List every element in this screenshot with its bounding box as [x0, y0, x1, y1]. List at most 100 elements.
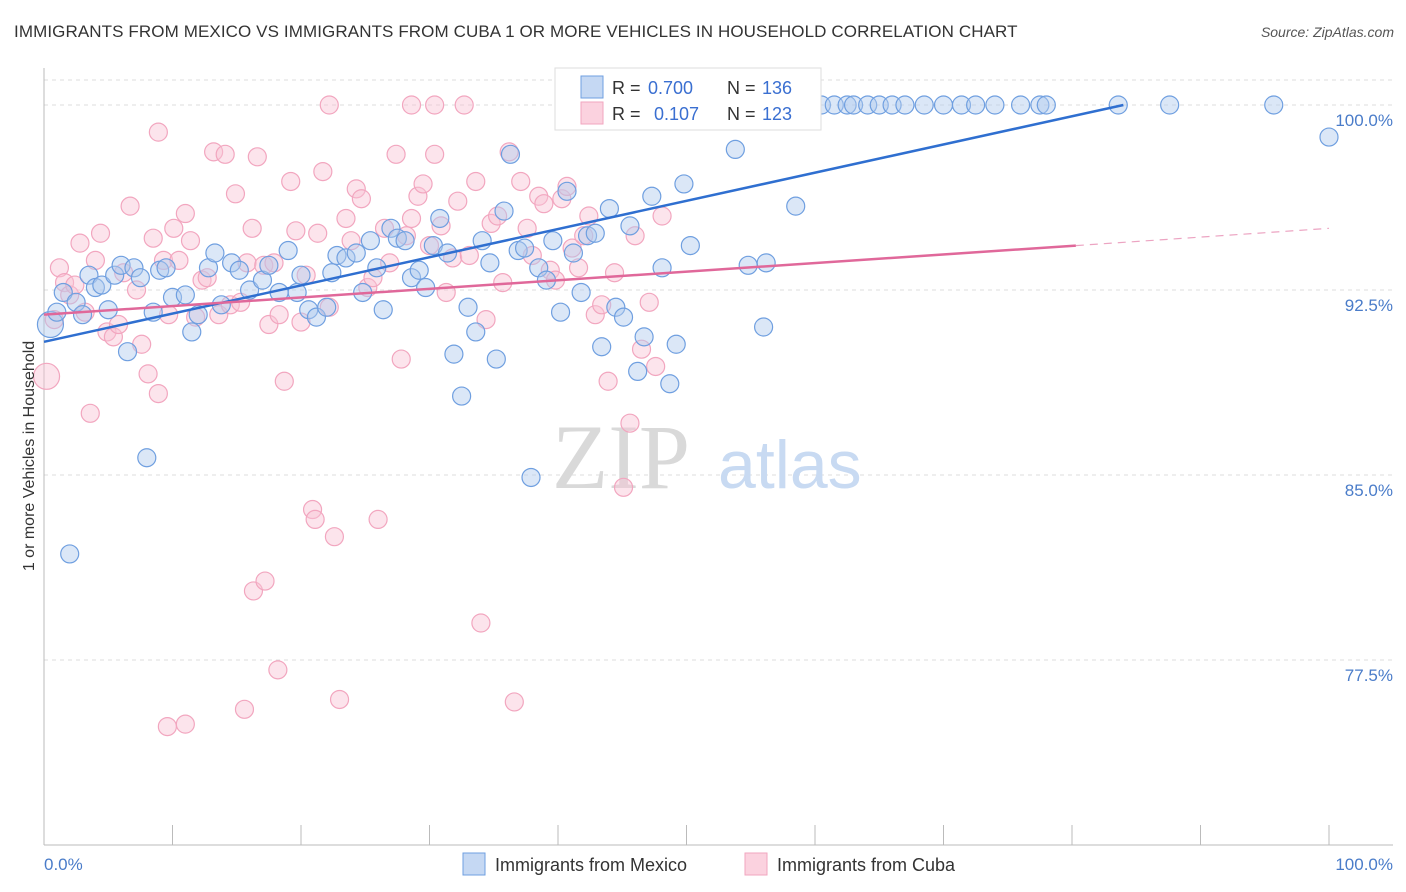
cuba-point: [255, 571, 275, 591]
mexico-point: [494, 201, 514, 221]
mexico-point: [1264, 95, 1284, 115]
cuba-point: [305, 509, 325, 530]
cuba-point: [336, 208, 356, 229]
mexico-point: [606, 297, 626, 317]
mexico-point: [1036, 95, 1056, 115]
mexico-point: [620, 216, 640, 236]
cuba-point: [153, 250, 174, 270]
mexico-point: [1030, 95, 1050, 115]
mexico-point: [738, 255, 758, 275]
cuba-point: [534, 194, 554, 214]
mexico-point: [634, 327, 654, 347]
mexico-point: [381, 218, 401, 238]
legend-mexico-r-label: R =: [612, 78, 641, 98]
mexico-point: [563, 243, 584, 263]
cuba-point: [613, 477, 634, 497]
mexico-point: [452, 386, 472, 406]
cuba-point: [138, 364, 158, 384]
cuba-point: [448, 191, 468, 211]
cuba-point: [517, 218, 537, 238]
cuba-point: [103, 327, 123, 347]
mexico-point: [346, 243, 366, 263]
y-tick-labels: 77.5% 85.0% 92.5% 100.0%: [1335, 111, 1393, 685]
mexico-point: [914, 95, 934, 115]
cuba-point: [286, 221, 306, 241]
mexico-point: [895, 95, 915, 115]
x-axis-ticks: [43, 825, 1330, 845]
mexico-point: [680, 236, 700, 256]
mexico-point: [317, 297, 337, 317]
mexico-point: [843, 95, 864, 115]
cuba-point: [242, 218, 262, 238]
mexico-point: [486, 349, 506, 369]
mexico-point: [205, 243, 225, 263]
y-tick-label: 100.0%: [1335, 111, 1393, 130]
bottom-legend-cuba-swatch: [744, 852, 768, 876]
cuba-point: [269, 305, 289, 325]
cuba-point: [408, 186, 428, 206]
cuba-point: [70, 233, 90, 253]
cuba-point: [80, 403, 100, 423]
mexico-point: [1160, 95, 1180, 115]
cuba-point: [308, 223, 328, 243]
cuba-point: [281, 171, 301, 192]
mexico-point: [401, 268, 422, 288]
cuba-point: [431, 216, 451, 236]
mexico-point: [1010, 95, 1031, 115]
mexico-point: [660, 374, 680, 394]
legend-cuba-n-label: N =: [727, 104, 756, 124]
cuba-point: [157, 716, 177, 737]
trend-line-extension: [1075, 227, 1330, 247]
mexico-point: [458, 297, 478, 317]
mexico-point: [1319, 127, 1339, 147]
legend-mexico-r-value: 0.700: [648, 78, 693, 98]
cuba-point: [652, 206, 672, 226]
cuba-point: [476, 310, 496, 330]
mexico-point: [480, 253, 500, 273]
mexico-point: [53, 282, 73, 303]
mexico-point: [182, 322, 202, 342]
mexico-point: [466, 322, 486, 342]
legend-mexico-swatch: [580, 75, 604, 99]
cuba-point: [425, 144, 445, 164]
cuba-point: [413, 174, 433, 194]
cuba-point: [466, 171, 486, 192]
mexico-point: [278, 240, 298, 261]
cuba-point: [346, 179, 366, 199]
mexico-point: [444, 344, 464, 364]
mexico-point: [105, 265, 125, 285]
mexico-point: [259, 255, 279, 275]
mexico-point: [500, 144, 521, 164]
mexico-point: [130, 268, 150, 288]
cuba-point: [625, 226, 645, 246]
cuba-point: [631, 339, 652, 359]
cuba-point: [180, 231, 201, 251]
cuba-point: [368, 509, 388, 530]
legend-cuba-n-value: 123: [762, 104, 792, 124]
cuba-point: [592, 295, 612, 315]
mexico-point: [514, 238, 535, 258]
mexico-point: [858, 95, 878, 115]
mexico-point: [395, 231, 415, 251]
mexico-point: [985, 95, 1005, 115]
mexico-point: [786, 196, 806, 216]
mexico-point: [117, 342, 138, 362]
mexico-point: [137, 448, 157, 468]
cuba-point: [401, 208, 422, 229]
cuba-point: [454, 95, 474, 115]
x-tick-label-100: 100.0%: [1335, 855, 1393, 874]
cuba-point: [646, 356, 666, 377]
cuba-point: [175, 203, 195, 224]
cuba-point: [204, 142, 224, 162]
cuba-point: [341, 231, 361, 251]
cuba-point: [120, 196, 140, 216]
cuba-point: [175, 714, 195, 734]
legend-cuba-r-value: 0.107: [654, 104, 699, 124]
cuba-point: [148, 122, 168, 142]
mexico-point: [613, 307, 634, 327]
mexico-point: [674, 174, 694, 194]
mexico-point: [124, 258, 144, 278]
mexico-point: [571, 282, 591, 303]
cuba-point: [481, 213, 501, 233]
chart-title: IMMIGRANTS FROM MEXICO VS IMMIGRANTS FRO…: [14, 22, 1018, 41]
